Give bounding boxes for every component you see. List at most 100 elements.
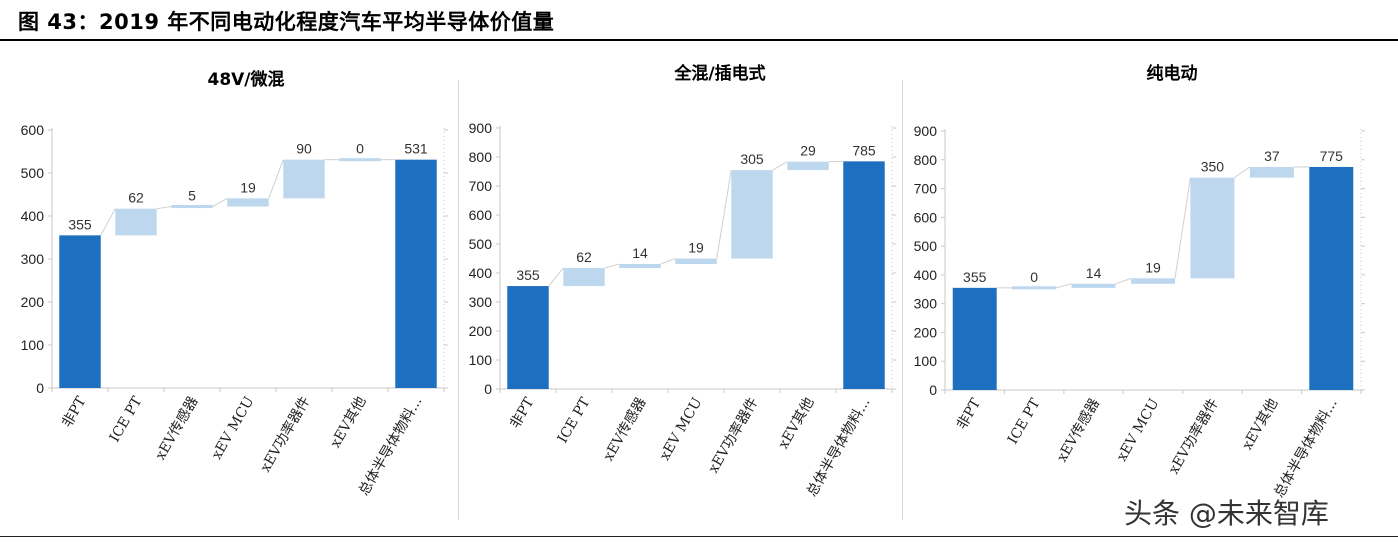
y-tick-label: 100 [21,337,45,353]
y-tick-label: 100 [469,352,493,368]
data-label: 19 [1145,259,1161,275]
data-label: 775 [1320,148,1344,164]
bar-step [787,161,829,171]
x-category-label: 非PT [59,393,90,430]
y-tick-label: 600 [914,209,938,225]
top-rule [0,39,1398,41]
bar-step [563,268,605,287]
data-label: 62 [128,190,144,206]
y-tick-label: 300 [469,294,493,310]
figure-title: 图 43：2019 年不同电动化程度汽车平均半导体价值量 [18,10,555,34]
data-label: 305 [740,151,764,167]
y-tick-label: 400 [469,265,493,281]
connector-line [548,267,564,287]
chart-panel-3: 纯电动 0 100 200 300 400 500 600 700 800 900 355 0 14 19 3… [900,44,1370,534]
data-label: 355 [963,269,987,285]
data-label: 37 [1264,148,1280,164]
bottom-rule [0,536,1398,537]
data-label: 14 [632,245,648,261]
bar-total [1309,166,1354,390]
bar-step [1071,283,1116,288]
connector-line [772,161,788,171]
x-category-label: 非PT [954,395,985,432]
y-tick-label: 300 [914,296,938,312]
chart-title: 纯电动 [1147,63,1198,84]
connector-line [660,258,676,265]
x-category-label: xEV传感器 [600,395,650,464]
y-tick-label: 600 [469,207,493,223]
data-label: 350 [1201,159,1225,175]
y-tick-label: 800 [469,149,493,165]
bar-step [1249,166,1294,178]
x-category-label: xEV功率器件 [705,395,762,476]
y-tick-label: 100 [914,353,938,369]
x-category-label: xEV其他 [1239,396,1281,453]
bar-step [731,170,773,259]
data-label: 62 [576,249,592,265]
x-category-label: xEV功率器件 [1165,396,1222,477]
y-tick-label: 0 [36,380,44,396]
x-category-label: xEV其他 [327,394,369,451]
y-tick-label: 900 [469,120,493,136]
x-category-label: ICE PT [1005,395,1044,447]
bar-total [59,235,101,388]
bar-total [952,287,997,390]
bar-total [843,161,885,389]
x-category-label: ICE PT [555,394,594,446]
bar-step [115,208,157,236]
y-tick-label: 0 [484,381,492,397]
x-category-label: 总体半导体物料... [804,395,874,499]
connector-line [1115,277,1132,285]
bar-step [675,258,717,265]
bar-step [339,158,381,162]
chart-title: 全混/插电式 [673,63,765,84]
connector-line [156,206,172,210]
panel-separator [458,80,459,520]
data-label: 0 [1030,269,1038,285]
y-tick-label: 400 [21,208,45,224]
data-label: 14 [1086,265,1102,281]
bar-step [283,159,325,199]
connector-line [100,208,116,236]
bar-step [619,264,661,269]
y-tick-label: 200 [469,323,493,339]
x-category-label: xEV传感器 [1053,396,1103,465]
y-tick-label: 600 [21,122,45,138]
x-category-label: ICE PT [107,393,146,445]
y-tick-label: 900 [914,123,938,139]
bar-total [395,159,437,388]
connector-line [268,159,284,199]
y-tick-label: 0 [929,382,937,398]
data-label: 531 [404,141,428,157]
data-label: 355 [516,267,540,283]
panel-separator [902,80,903,520]
watermark-text: 头条 @未来智库 [1124,497,1329,530]
data-label: 5 [188,188,196,204]
data-label: 29 [800,143,816,159]
y-tick-label: 800 [914,152,938,168]
connector-line [1056,283,1072,289]
x-category-label: xEV传感器 [152,394,202,463]
connector-line [716,169,732,259]
data-label: 90 [296,141,312,157]
data-label: 19 [688,240,704,256]
y-tick-label: 400 [914,267,938,283]
connector-line [1234,166,1251,179]
x-category-label: xEV功率器件 [257,394,314,475]
y-tick-label: 500 [914,238,938,254]
waterfall-chart-bev: 纯电动 0 100 200 300 400 500 600 700 800 900 355 0 14 19 3… [914,63,1365,500]
y-tick-label: 200 [914,324,938,340]
y-tick-label: 200 [21,294,45,310]
x-category-label: xEV其他 [775,395,817,452]
chart-panel-1: 48V/微混 0 100 200 300 400 500 600 355 62 5 19 90 0 531 非… [0,44,450,534]
bar-total [507,286,549,389]
data-label: 19 [240,179,256,195]
data-label: 0 [356,141,364,157]
y-tick-label: 700 [914,181,938,197]
chart-title: 48V/微混 [207,69,284,90]
bar-step [227,198,269,207]
x-category-label: 总体半导体物料... [356,394,426,498]
x-category-label: xEV MCU [209,394,258,462]
connector-line [212,197,228,207]
bar-step [1131,278,1175,284]
